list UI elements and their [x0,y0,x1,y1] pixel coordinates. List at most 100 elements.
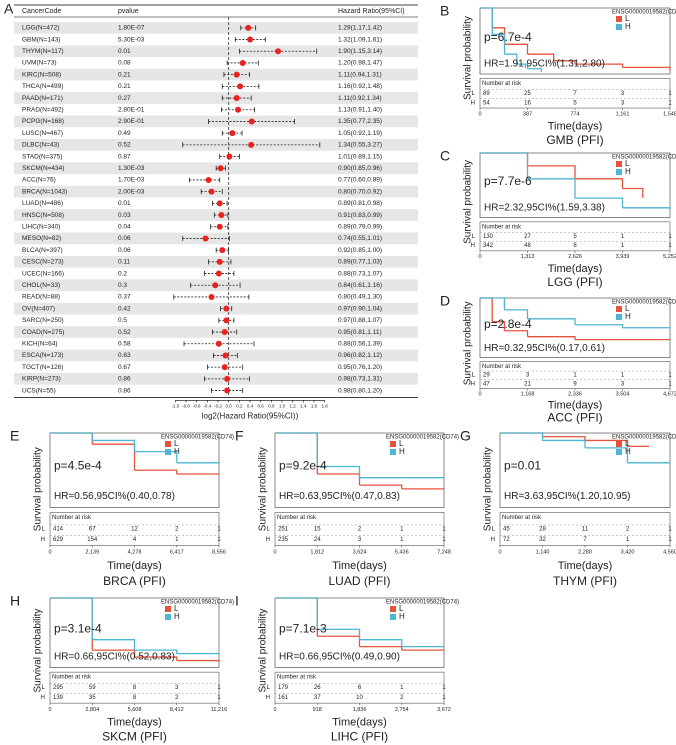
panel-label: F [235,428,244,444]
cancer-code: KIRC(N=508) [22,71,61,78]
risk-row-label: L [472,234,476,240]
hr-point [233,95,240,102]
p-value: 0.06 [118,235,131,242]
hr-point [223,305,230,312]
hr-point [216,258,223,265]
x-tick-label: -1.0 [171,404,179,409]
risk-count: 45 [503,527,510,533]
x-tick-label: 0.0 [226,404,233,409]
x-tick-label: 1,313 [521,254,535,260]
cancer-code: COAD(N=275) [22,329,64,336]
x-tick-label: -0.4 [203,404,211,409]
legend-swatch [616,161,622,167]
legend-swatch [616,16,622,22]
risk-count: 1 [217,527,221,533]
panel-label: C [440,148,450,164]
x-tick-label: 918 [313,707,322,713]
risk-row-label: H [471,100,475,106]
risk-row-label: L [42,527,46,533]
hr-label: 0.88(0.73,1.07) [338,270,382,277]
panel-label: D [440,293,450,309]
hr-label: 1.01(0.89,1.15) [338,153,382,160]
x-axis-label: Time(days) [332,560,387,572]
risk-count: 1 [442,527,446,533]
plot-frame [49,432,220,508]
x-tick-label: 1,548 [663,111,676,117]
hr-point [221,364,228,371]
gene-label: ENSG00000019582(CD74) [612,435,676,441]
survival-step [492,321,506,331]
x-tick-label: 1.6 [311,404,318,409]
risk-count: 629 [53,537,64,543]
risk-count: 9 [573,381,577,387]
hr-point [229,130,236,137]
cancer-code: DLBC(N=43) [22,142,59,149]
x-tick-label: 4,278 [128,550,142,556]
hazard-ratio: HR=2.32,95CI%(1.59,3.38) [484,202,605,213]
p-value: p=9.2e-4 [279,459,327,473]
y-axis-label: Survival probability [258,447,269,531]
x-tick-label: 0 [478,254,481,260]
y-axis-label: Survival probability [463,16,474,100]
x-axis-label: log2(Hazard Ratio(95%CI)) [202,412,299,421]
x-tick-label: 3,939 [616,254,630,260]
survival-step [622,207,671,210]
risk-count: 32 [539,537,546,543]
legend-swatch [616,306,622,312]
hr-point [248,141,255,148]
survival-step [527,318,576,325]
hr-point [208,293,215,300]
cancer-code: LIHC(N=340) [22,223,60,230]
column-header: Hazard Ratio(95%CI) [338,8,405,15]
hr-label: 1.13(0.91,1.40) [338,106,382,113]
p-value: p=4.5e-4 [54,459,102,473]
survival-step [504,330,529,337]
panel-title: THYM (PFI) [553,574,617,588]
legend-label: L [174,604,179,613]
p-value: 0.87 [118,153,131,160]
risk-count: 1 [668,100,672,106]
x-tick-label: 387 [523,111,532,117]
legend-label: H [174,447,180,456]
p-value: 0.86 [118,387,131,394]
risk-count: 24 [314,537,321,543]
p-value: 0.58 [118,340,131,347]
hr-label: 0.91(0.83,0.99) [338,212,382,219]
risk-count: 11 [582,527,589,533]
risk-count: 295 [53,685,64,691]
risk-count: 3 [621,100,625,106]
gene-label: ENSG00000019582(CD74) [161,600,234,606]
p-value: 0.3 [118,282,127,289]
survival-step [504,53,518,65]
risk-count: 139 [53,695,64,701]
risk-count: 1 [217,685,221,691]
cancer-code: HNSC(N=508) [22,212,64,219]
risk-count: 3 [526,373,530,379]
risk-count: 1 [400,685,404,691]
hr-label: 1.16(0.92,1.48) [338,83,382,90]
cancer-code: PAAD(N=171) [22,95,63,102]
legend-label: L [625,304,630,313]
plot-frame [274,597,445,668]
y-axis-label: Survival probability [33,447,44,531]
risk-count: 130 [483,234,494,240]
p-value: p=3.1e-4 [54,621,102,635]
risk-count: 6 [358,685,362,691]
x-tick-label: 3,624 [353,550,367,556]
survival-step [504,43,529,55]
cancer-code: CHOL(N=33) [22,282,60,289]
hr-point [237,83,244,90]
p-value: 0.49 [118,130,131,137]
x-tick-label: 7,248 [437,550,451,556]
risk-count: 47 [483,381,490,387]
risk-count: 1 [442,685,446,691]
gene-label: ENSG00000019582(CD74) [386,600,459,606]
hr-point [226,153,233,160]
x-tick-label: 1.4 [300,404,307,409]
hazard-ratio: HR=0.66,95CI%(0.49,0.90) [279,652,400,663]
risk-count: 12 [131,527,138,533]
legend-label: L [625,159,630,168]
risk-row-label: L [472,373,476,379]
